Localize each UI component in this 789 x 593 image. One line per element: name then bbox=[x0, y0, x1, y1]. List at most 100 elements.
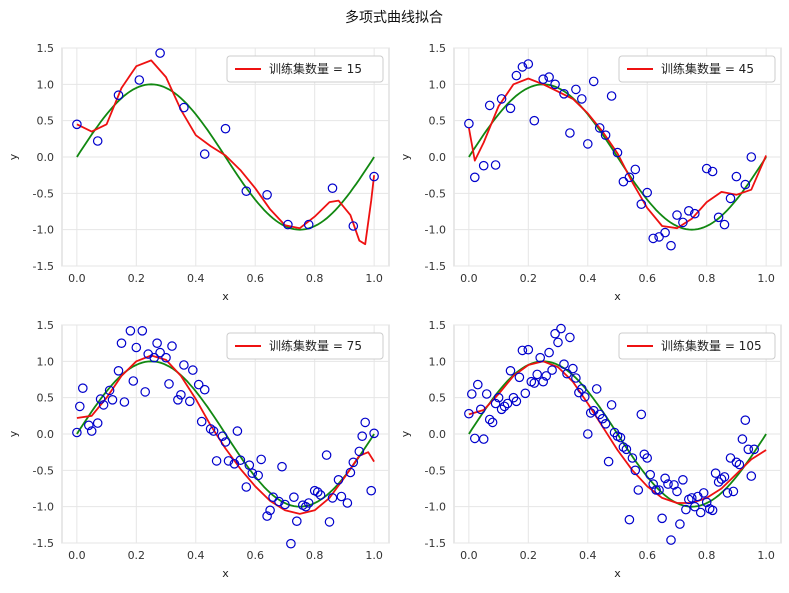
y-tick-label: -0.5 bbox=[33, 187, 54, 200]
data-point bbox=[464, 118, 474, 129]
x-tick-label: 0.0 bbox=[460, 549, 478, 562]
data-point bbox=[746, 471, 757, 481]
data-point bbox=[256, 454, 266, 465]
data-point bbox=[262, 511, 272, 521]
data-point bbox=[119, 397, 130, 407]
data-point bbox=[740, 179, 751, 190]
data-point bbox=[345, 467, 356, 478]
y-tick-label: 1.5 bbox=[37, 42, 55, 55]
legend-box bbox=[618, 55, 776, 83]
data-point bbox=[532, 369, 542, 380]
data-point bbox=[502, 398, 513, 409]
data-point bbox=[701, 497, 712, 508]
data-point bbox=[78, 383, 88, 393]
data-point bbox=[630, 164, 641, 175]
x-tick-label: 1.0 bbox=[757, 549, 775, 562]
data-point bbox=[484, 414, 495, 425]
data-point bbox=[244, 460, 255, 470]
data-point bbox=[606, 91, 617, 101]
chart-panel: 0.0 0.2 0.4 0.6 0.8 1.0 -1.5 -1.0 -0.5 0.0 0.5 1.0 1… bbox=[7, 42, 390, 303]
data-point bbox=[92, 136, 103, 146]
x-tick-label: 0.8 bbox=[306, 272, 324, 285]
data-point bbox=[291, 516, 302, 526]
y-tick-label: 1.0 bbox=[37, 78, 55, 91]
figure-title: 多项式曲线拟合 bbox=[345, 9, 443, 26]
true-function-line bbox=[76, 83, 375, 231]
x-tick-label: 0.0 bbox=[460, 272, 478, 285]
data-point bbox=[75, 401, 85, 412]
data-point bbox=[193, 379, 204, 390]
data-point bbox=[689, 501, 700, 512]
data-point bbox=[571, 373, 581, 383]
data-point bbox=[666, 535, 676, 545]
data-point bbox=[253, 470, 264, 481]
y-axis-label: y bbox=[7, 430, 20, 437]
data-point bbox=[559, 359, 569, 369]
y-tick-label: 0.0 bbox=[37, 151, 55, 164]
data-point bbox=[137, 325, 148, 336]
data-point bbox=[286, 538, 296, 549]
data-point bbox=[678, 474, 688, 485]
data-point bbox=[354, 446, 365, 457]
data-point bbox=[582, 429, 593, 439]
data-point bbox=[315, 490, 326, 500]
data-point bbox=[707, 166, 718, 177]
data-point bbox=[481, 389, 492, 399]
x-tick-label: 0.0 bbox=[68, 549, 86, 562]
data-point bbox=[366, 485, 376, 496]
data-point bbox=[125, 325, 136, 336]
data-point bbox=[167, 341, 177, 351]
y-axis-label: y bbox=[7, 153, 20, 160]
data-point bbox=[636, 409, 647, 420]
data-point bbox=[280, 499, 290, 510]
x-tick-label: 0.4 bbox=[187, 272, 205, 285]
chart-panel: 0.0 0.2 0.4 0.6 0.8 1.0 -1.5 -1.0 -0.5 0.0 0.5 1.0 1… bbox=[7, 319, 390, 580]
data-point bbox=[648, 233, 658, 244]
data-point bbox=[113, 90, 124, 100]
data-point bbox=[553, 337, 563, 348]
data-point bbox=[283, 219, 293, 230]
data-point bbox=[556, 323, 566, 334]
data-point bbox=[176, 389, 186, 400]
data-point bbox=[211, 456, 222, 466]
data-point bbox=[357, 431, 367, 441]
data-point bbox=[660, 227, 670, 238]
data-point bbox=[651, 485, 661, 495]
data-point bbox=[645, 469, 655, 480]
data-point bbox=[562, 368, 572, 379]
data-point bbox=[327, 183, 338, 193]
data-point bbox=[84, 420, 94, 431]
x-tick-label: 0.2 bbox=[128, 549, 146, 562]
y-tick-label: -0.5 bbox=[425, 464, 446, 477]
data-point bbox=[743, 444, 754, 455]
data-point bbox=[496, 404, 507, 415]
data-point bbox=[173, 394, 183, 405]
data-point bbox=[550, 328, 560, 339]
data-point bbox=[327, 493, 338, 503]
data-point bbox=[505, 103, 516, 114]
data-point bbox=[499, 401, 510, 412]
x-tick-label: 1.0 bbox=[365, 272, 383, 285]
data-point bbox=[538, 74, 548, 84]
legend-label: 训练集数量 = 75 bbox=[269, 338, 362, 353]
data-point bbox=[731, 171, 742, 182]
y-tick-label: -1.5 bbox=[33, 537, 54, 550]
y-tick-label: -1.0 bbox=[425, 224, 446, 237]
data-point bbox=[689, 208, 700, 219]
data-point bbox=[713, 212, 724, 223]
data-point bbox=[565, 128, 575, 138]
data-point bbox=[683, 206, 694, 216]
y-tick-label: 1.0 bbox=[429, 355, 447, 368]
x-tick-label: 0.6 bbox=[638, 272, 656, 285]
data-point bbox=[672, 210, 682, 220]
x-tick-label: 1.0 bbox=[365, 549, 383, 562]
data-point bbox=[591, 384, 602, 394]
chart-panel: 0.0 0.2 0.4 0.6 0.8 1.0 -1.5 -1.0 -0.5 0.0 0.5 1.0 1… bbox=[399, 42, 782, 303]
data-point bbox=[716, 474, 727, 484]
data-point bbox=[496, 94, 507, 104]
data-point bbox=[478, 160, 489, 171]
data-point bbox=[547, 365, 557, 375]
data-point bbox=[734, 459, 745, 470]
data-point bbox=[523, 59, 534, 69]
